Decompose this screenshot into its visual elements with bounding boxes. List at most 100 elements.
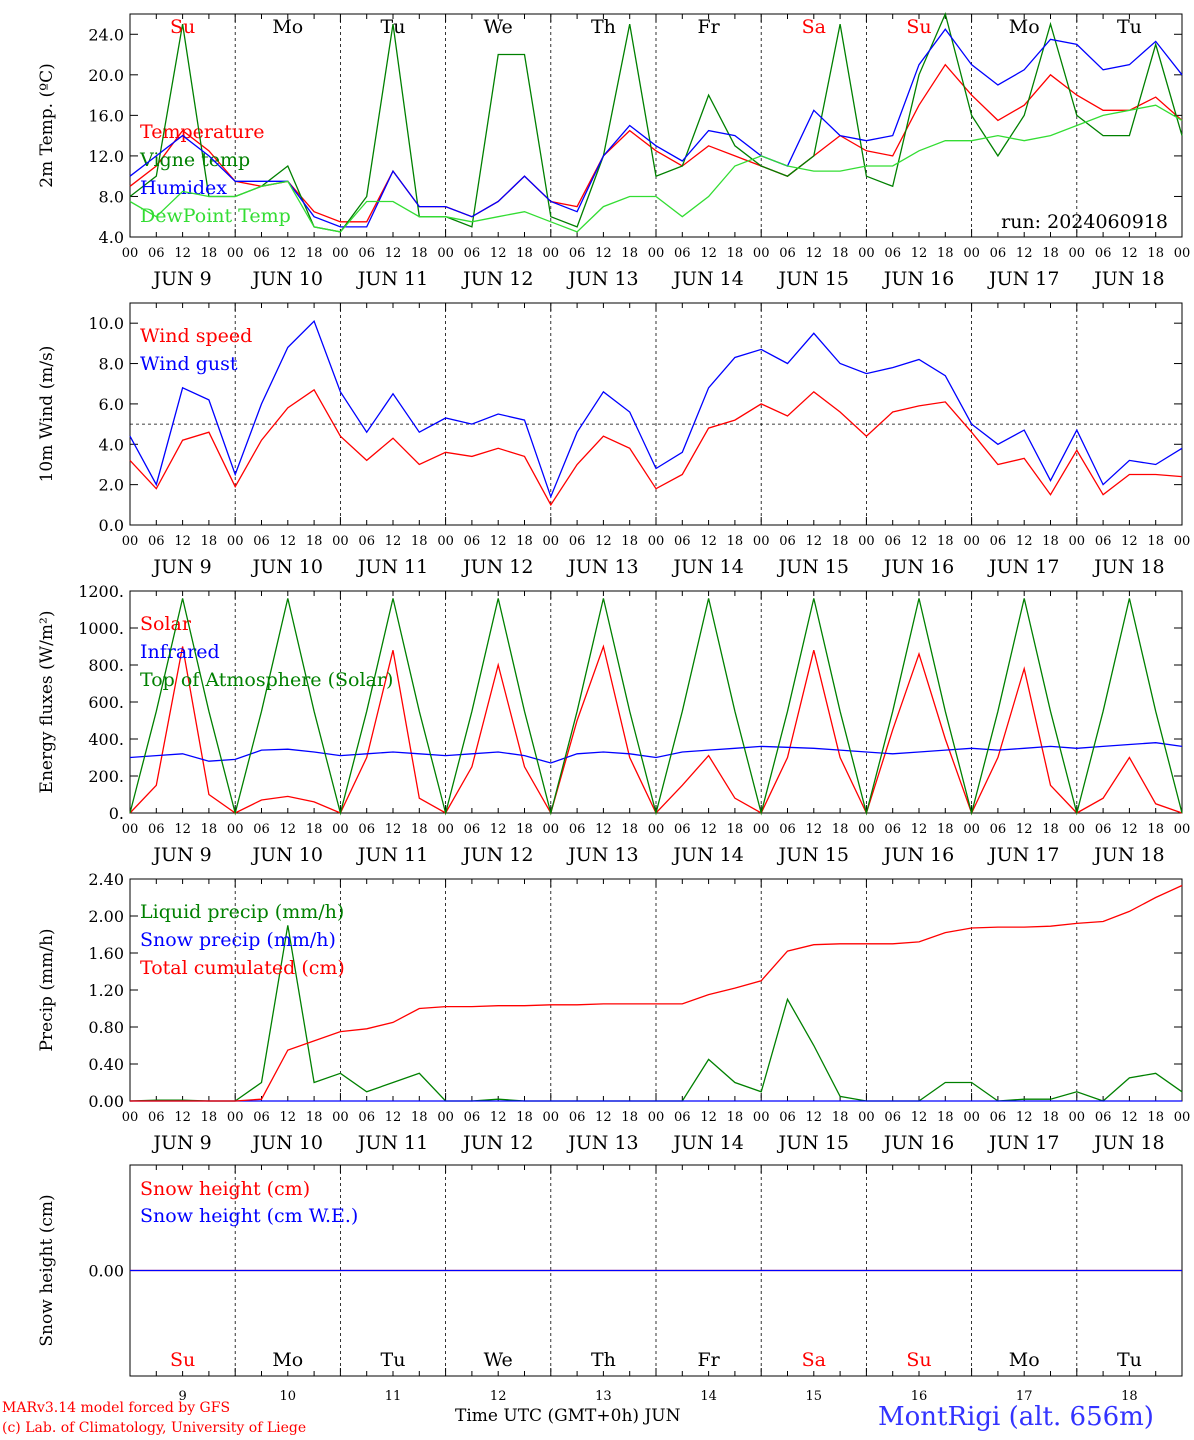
x-tick-label: 00 — [122, 1110, 139, 1125]
x-tick-label: 00 — [858, 1110, 875, 1125]
x-tick-label: 00 — [963, 1110, 980, 1125]
x-tick-label: 06 — [884, 822, 901, 837]
x-tick-label: 18 — [621, 822, 638, 837]
y-tick-label: 1.20 — [88, 981, 124, 1000]
run-annotation: run: 2024060918 — [1001, 211, 1168, 233]
day-number-label: 12 — [490, 1389, 507, 1400]
x-tick-label: 18 — [621, 246, 638, 261]
x-tick-label: 06 — [1095, 246, 1112, 261]
x-tick-label: 12 — [700, 246, 717, 261]
x-tick-label: 12 — [385, 534, 402, 549]
x-tick-label: 06 — [779, 534, 796, 549]
day-number-label: 16 — [911, 1389, 928, 1400]
x-tick-label: 06 — [464, 822, 481, 837]
x-tick-label: 12 — [385, 1110, 402, 1125]
x-tick-label: 00 — [227, 246, 244, 261]
x-tick-label: 18 — [937, 246, 954, 261]
x-tick-label: 00 — [963, 246, 980, 261]
x-tick-label: 12 — [911, 822, 928, 837]
series-line-vigne-temp — [129, 12, 1183, 233]
x-tick-label: 00 — [122, 534, 139, 549]
weekday-label: Fr — [697, 1349, 720, 1371]
x-tick-label: 06 — [464, 246, 481, 261]
x-tick-label: 12 — [911, 534, 928, 549]
x-tick-label: 12 — [490, 822, 507, 837]
date-label: JUN 12 — [461, 556, 533, 578]
day-number-label: 11 — [385, 1389, 402, 1400]
date-label: JUN 13 — [566, 556, 638, 578]
weekday-label: Tu — [1117, 1349, 1142, 1371]
weekday-label: Th — [591, 1349, 616, 1371]
date-label: JUN 14 — [671, 844, 743, 866]
date-label: JUN 16 — [882, 1132, 954, 1154]
y-tick-label: 1.60 — [88, 944, 124, 963]
x-tick-label: 06 — [358, 534, 375, 549]
x-tick-label: 06 — [464, 1110, 481, 1125]
x-tick-label: 00 — [332, 534, 349, 549]
date-label: JUN 9 — [151, 844, 211, 866]
y-tick-label: 2.0 — [99, 476, 124, 495]
x-tick-label: 00 — [753, 822, 770, 837]
x-tick-label: 06 — [674, 246, 691, 261]
x-tick-label: 00 — [332, 1110, 349, 1125]
x-tick-label: 18 — [727, 1110, 744, 1125]
date-label: JUN 14 — [671, 1132, 743, 1154]
x-tick-label: 00 — [858, 534, 875, 549]
x-tick-label: 18 — [621, 534, 638, 549]
plot-frame-temperature — [129, 13, 1183, 238]
y-tick-label: 400. — [88, 730, 124, 749]
x-tick-label: 12 — [1016, 822, 1033, 837]
x-tick-label: 18 — [306, 246, 323, 261]
x-tick-label: 00 — [648, 822, 665, 837]
x-tick-label: 18 — [727, 246, 744, 261]
date-label: JUN 16 — [882, 556, 954, 578]
weekday-label: Th — [591, 16, 616, 38]
weekday-label: Su — [170, 16, 195, 38]
x-tick-label: 18 — [832, 534, 849, 549]
x-tick-label: 12 — [174, 246, 191, 261]
y-tick-label: 4.0 — [99, 228, 124, 247]
y-tick-label: 0. — [109, 804, 124, 823]
day-number-label: 9 — [178, 1389, 186, 1400]
series-line-top-of-atmosphere-solar- — [129, 598, 1183, 816]
x-tick-label: 12 — [1121, 822, 1138, 837]
x-tick-label: 00 — [543, 534, 560, 549]
x-tick-label: 06 — [779, 246, 796, 261]
x-tick-label: 06 — [990, 1110, 1007, 1125]
x-tick-label: 06 — [569, 822, 586, 837]
y-axis-label: Precip (mm/h) — [37, 928, 57, 1051]
y-tick-label: 16.0 — [88, 106, 124, 125]
x-tick-label: 12 — [911, 1110, 928, 1125]
date-label: JUN 15 — [777, 844, 849, 866]
date-label: JUN 13 — [566, 844, 638, 866]
legend-entry: DewPoint Temp — [140, 205, 291, 227]
x-tick-label: 12 — [595, 1110, 612, 1125]
x-tick-label: 12 — [700, 534, 717, 549]
legend-entry: Humidex — [140, 177, 227, 199]
date-label: JUN 16 — [882, 844, 954, 866]
x-tick-label: 18 — [1147, 822, 1164, 837]
legend-entry: Temperature — [140, 121, 264, 143]
x-tick-label: 06 — [148, 534, 165, 549]
y-tick-label: 12.0 — [88, 147, 124, 166]
x-tick-label: 00 — [227, 822, 244, 837]
date-label: JUN 12 — [461, 268, 533, 290]
x-tick-label: 12 — [700, 822, 717, 837]
date-label: JUN 18 — [1092, 556, 1164, 578]
weekday-label: Sa — [802, 16, 826, 38]
weekday-label: Su — [906, 16, 931, 38]
x-tick-label: 18 — [516, 822, 533, 837]
date-label: JUN 11 — [356, 556, 428, 578]
x-tick-label: 18 — [516, 246, 533, 261]
x-tick-label: 06 — [779, 1110, 796, 1125]
x-tick-label: 00 — [1174, 246, 1191, 261]
day-number-label: 13 — [595, 1389, 612, 1400]
x-tick-label: 18 — [201, 246, 218, 261]
x-tick-label: 18 — [411, 822, 428, 837]
weekday-label: Fr — [697, 16, 720, 38]
x-tick-label: 00 — [648, 246, 665, 261]
x-tick-label: 06 — [148, 1110, 165, 1125]
x-tick-label: 00 — [122, 246, 139, 261]
x-tick-label: 12 — [806, 1110, 823, 1125]
x-tick-label: 00 — [437, 822, 454, 837]
